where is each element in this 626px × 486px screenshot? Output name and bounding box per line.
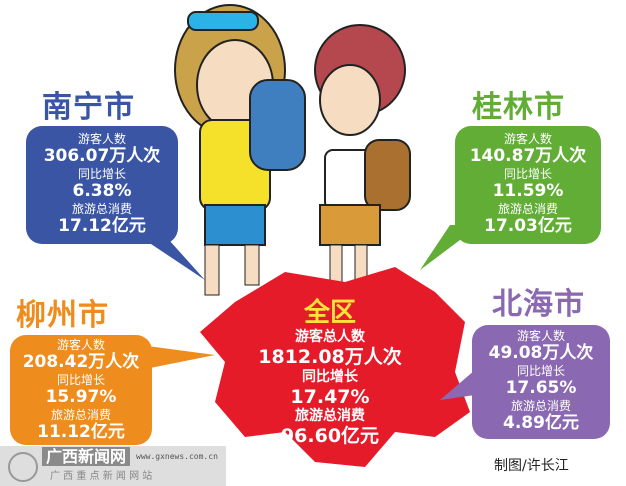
cartoon-travelers-illustration <box>174 4 411 296</box>
growth-label: 同比增长 <box>503 166 552 181</box>
growth-label: 同比增长 <box>516 363 565 378</box>
visitors-label: 游客人数 <box>77 132 126 146</box>
watermark-url: www.gxnews.com.cn <box>136 452 218 461</box>
city-title-liuzhou: 柳州市 <box>16 298 109 333</box>
city-title-beihai: 北海市 <box>492 287 585 322</box>
city-title-guilin: 桂林市 <box>472 90 565 125</box>
spend-label: 旅游总消费 <box>497 201 558 216</box>
stats-box-guilin: 游客人数 140.87万人次 同比增长 11.59% 旅游总消费 17.03亿元 <box>455 126 601 244</box>
growth-value: 17.47% <box>290 385 370 408</box>
stats-box-beihai: 游客人数 49.08万人次 同比增长 17.65% 旅游总消费 4.89亿元 <box>472 325 610 439</box>
watermark-subtitle: 广 西 重 点 新 闻 网 站 <box>50 471 153 482</box>
visitors-value: 49.08万人次 <box>488 343 594 364</box>
visitors-value: 140.87万人次 <box>469 146 587 167</box>
visitors-label: 游客人数 <box>516 329 565 343</box>
visitors-value: 306.07万人次 <box>43 146 161 167</box>
watermark-name: 广西新闻网 <box>42 447 131 466</box>
visitors-label: 游客人数 <box>503 132 552 146</box>
spend-value: 96.60亿元 <box>280 425 380 448</box>
spend-label: 旅游总消费 <box>295 408 365 425</box>
spend-value: 11.12亿元 <box>37 421 125 442</box>
visitors-label: 游客总人数 <box>295 329 365 346</box>
growth-value: 6.38% <box>72 181 132 202</box>
city-title-nanning: 南宁市 <box>42 90 135 125</box>
callout-pointer <box>440 370 475 400</box>
guangxi-region-map <box>200 267 470 467</box>
spend-value: 4.89亿元 <box>503 412 579 433</box>
growth-label: 同比增长 <box>77 166 126 181</box>
growth-value: 11.59% <box>492 181 564 202</box>
visitors-label: 游客人数 <box>56 338 105 352</box>
stats-box-liuzhou: 游客人数 208.42万人次 同比增长 15.97% 旅游总消费 11.12亿元 <box>10 335 152 446</box>
visitors-value: 208.42万人次 <box>22 352 140 373</box>
growth-value: 15.97% <box>45 387 117 408</box>
region-title: 全区 <box>303 298 356 328</box>
gxnews-logo-icon <box>8 452 38 482</box>
spend-label: 旅游总消费 <box>71 201 132 216</box>
growth-label: 同比增长 <box>302 368 358 385</box>
growth-label: 同比增长 <box>56 372 105 387</box>
spend-label: 旅游总消费 <box>510 398 571 413</box>
spend-value: 17.12亿元 <box>58 215 146 236</box>
region-stats: 全区 游客总人数 1812.08万人次 同比增长 17.47% 旅游总消费 96… <box>220 298 440 448</box>
stats-box-nanning: 游客人数 306.07万人次 同比增长 6.38% 旅游总消费 17.12亿元 <box>26 126 178 244</box>
spend-value: 17.03亿元 <box>484 215 572 236</box>
visitors-value: 1812.08万人次 <box>258 345 402 368</box>
watermark: 广西新闻网 www.gxnews.com.cn 广 西 重 点 新 闻 网 站 <box>0 446 226 486</box>
callout-pointer <box>140 345 215 370</box>
spend-label: 旅游总消费 <box>50 407 111 422</box>
growth-value: 17.65% <box>505 378 577 399</box>
credit: 制图/许长江 <box>494 458 569 474</box>
